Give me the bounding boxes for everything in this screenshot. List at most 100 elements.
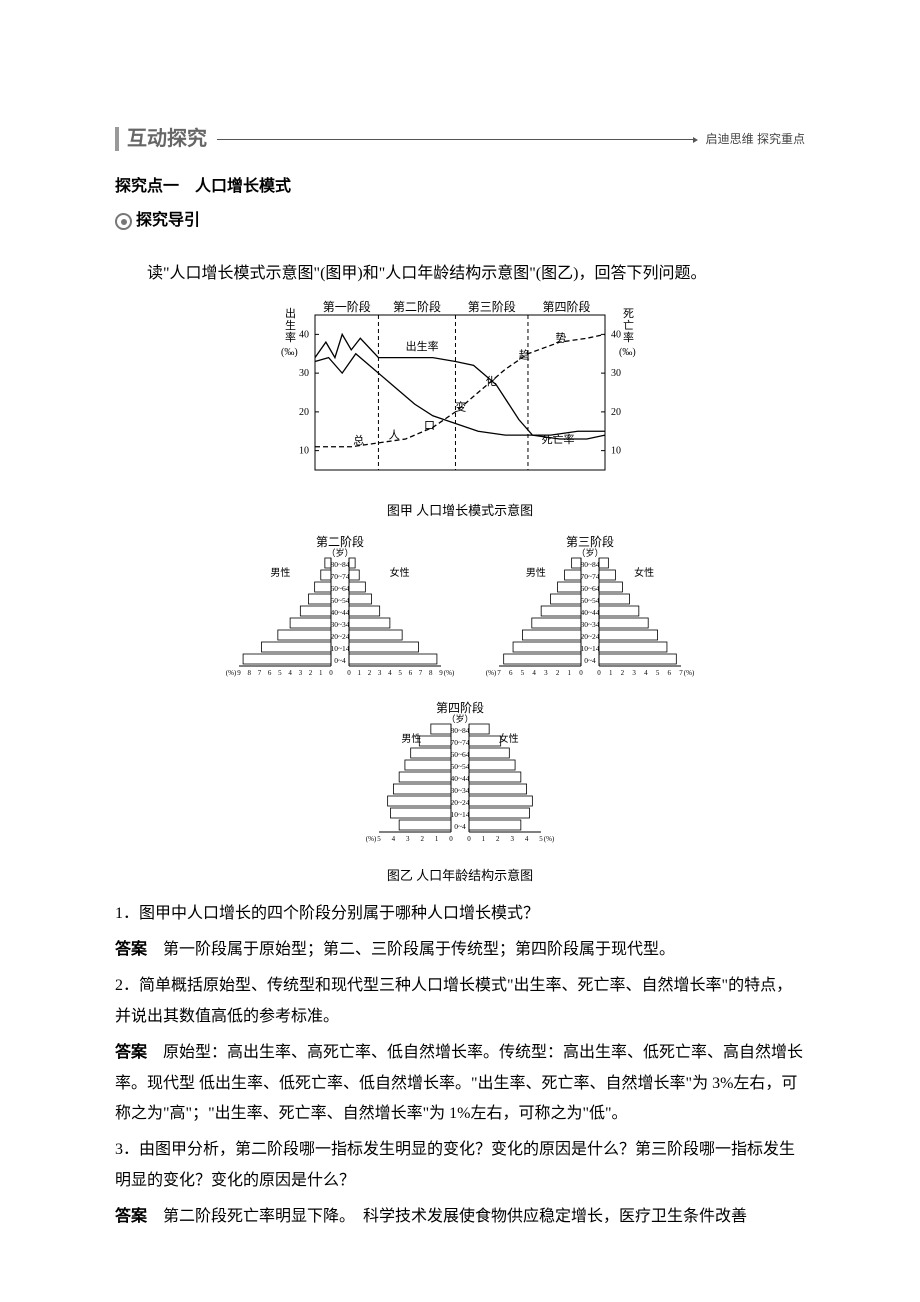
svg-text:20~24: 20~24 — [580, 632, 599, 641]
question: 2．简单概括原始型、传统型和现代型三种人口增长模式"出生率、死亡率、自然增长率"… — [115, 971, 805, 1032]
svg-text:2: 2 — [420, 835, 424, 843]
svg-text:（岁）: （岁） — [446, 713, 473, 724]
svg-text:第二阶段: 第二阶段 — [393, 299, 441, 314]
svg-text:30~34: 30~34 — [330, 620, 349, 629]
svg-text:0: 0 — [449, 835, 453, 843]
svg-text:2: 2 — [368, 669, 372, 677]
svg-text:0~4: 0~4 — [334, 656, 346, 665]
svg-text:生: 生 — [285, 318, 296, 332]
svg-text:总: 总 — [353, 433, 364, 447]
svg-text:2: 2 — [496, 835, 500, 843]
svg-text:80~84: 80~84 — [330, 560, 349, 569]
svg-text:60~64: 60~64 — [450, 750, 469, 759]
svg-text:2: 2 — [556, 669, 560, 677]
pyramid-stage3: 第三阶段（岁）80~8470~7460~6450~5440~4430~3420~… — [485, 534, 695, 694]
svg-text:4: 4 — [644, 669, 648, 677]
svg-text:6: 6 — [409, 669, 413, 677]
svg-text:10: 10 — [299, 446, 309, 457]
svg-text:7: 7 — [679, 669, 683, 677]
chart-jia-svg: 1010202030304040出生率(‰)死亡率(‰)第一阶段第二阶段第三阶段… — [260, 295, 660, 495]
svg-text:40~44: 40~44 — [580, 608, 599, 617]
svg-text:20~24: 20~24 — [450, 798, 469, 807]
answer-label: 答案 — [115, 941, 163, 958]
answer: 答案 原始型：高出生率、高死亡率、低自然增长率。传统型：高出生率、低死亡率、高自… — [115, 1038, 805, 1129]
svg-text:60~64: 60~64 — [330, 584, 349, 593]
svg-text:80~84: 80~84 — [450, 726, 469, 735]
svg-text:20~24: 20~24 — [330, 632, 349, 641]
svg-text:第四阶段: 第四阶段 — [542, 299, 590, 314]
svg-text:6: 6 — [268, 669, 272, 677]
svg-text:(%): (%) — [684, 669, 695, 677]
svg-text:10~14: 10~14 — [580, 644, 599, 653]
intro-text: 读"人口增长模式示意图"(图甲)和"人口年龄结构示意图"(图乙)，回答下列问题。 — [115, 259, 805, 289]
svg-text:第四阶段: 第四阶段 — [436, 700, 484, 715]
bullet-icon — [115, 213, 132, 230]
svg-text:第二阶段: 第二阶段 — [316, 534, 364, 549]
svg-text:男性: 男性 — [270, 566, 290, 579]
svg-text:10~14: 10~14 — [330, 644, 349, 653]
section-accent-bar — [115, 127, 119, 151]
svg-text:50~54: 50~54 — [580, 596, 599, 605]
section-tagline: 启迪思维 探究重点 — [706, 128, 805, 151]
svg-text:女性: 女性 — [390, 566, 410, 579]
svg-text:4: 4 — [392, 835, 396, 843]
lead-label: 探究导引 — [136, 206, 200, 236]
svg-text:30: 30 — [299, 368, 309, 379]
svg-text:5: 5 — [398, 669, 402, 677]
svg-text:9: 9 — [439, 669, 443, 677]
question: 3．由图甲分析，第二阶段哪一指标发生明显的变化？变化的原因是什么？第三阶段哪一指… — [115, 1135, 805, 1196]
svg-text:男性: 男性 — [401, 732, 421, 745]
svg-text:势: 势 — [555, 332, 566, 345]
svg-text:3: 3 — [406, 835, 410, 843]
svg-text:亡: 亡 — [623, 318, 634, 332]
svg-text:第一阶段: 第一阶段 — [323, 299, 371, 314]
svg-text:5: 5 — [278, 669, 282, 677]
svg-text:8: 8 — [429, 669, 433, 677]
svg-text:10: 10 — [611, 446, 621, 457]
svg-text:40: 40 — [299, 330, 309, 341]
section-header: 互动探究 启迪思维 探究重点 — [115, 120, 805, 158]
topic-lead: 探究导引 — [115, 206, 805, 236]
svg-text:0: 0 — [347, 669, 351, 677]
svg-text:出生率: 出生率 — [406, 339, 439, 353]
svg-text:7: 7 — [258, 669, 262, 677]
svg-text:30~34: 30~34 — [580, 620, 599, 629]
svg-text:30: 30 — [611, 368, 621, 379]
answer-text: 第一阶段属于原始型；第二、三阶段属于传统型；第四阶段属于现代型。 — [163, 941, 675, 958]
svg-text:(‰): (‰) — [281, 347, 298, 358]
question: 1．图甲中人口增长的四个阶段分别属于哪种人口增长模式？ — [115, 899, 805, 929]
svg-text:3: 3 — [544, 669, 548, 677]
figure-jia: 1010202030304040出生率(‰)死亡率(‰)第一阶段第二阶段第三阶段… — [115, 295, 805, 524]
svg-text:1: 1 — [609, 669, 613, 677]
svg-text:70~74: 70~74 — [450, 738, 469, 747]
caption-yi: 图乙 人口年龄结构示意图 — [387, 864, 533, 889]
svg-text:女性: 女性 — [634, 566, 654, 579]
svg-text:(‰): (‰) — [619, 347, 636, 358]
topic-point: 探究点一 人口增长模式 — [115, 172, 805, 202]
svg-text:率: 率 — [623, 330, 634, 344]
svg-text:1: 1 — [568, 669, 572, 677]
caption-jia: 图甲 人口增长模式示意图 — [387, 499, 533, 524]
svg-text:40: 40 — [611, 330, 621, 341]
svg-text:0~4: 0~4 — [454, 822, 466, 831]
svg-text:7: 7 — [497, 669, 501, 677]
svg-text:4: 4 — [288, 669, 292, 677]
svg-text:出: 出 — [285, 306, 296, 320]
qa-block: 1．图甲中人口增长的四个阶段分别属于哪种人口增长模式？ 答案 第一阶段属于原始型… — [115, 899, 805, 1233]
svg-text:3: 3 — [510, 835, 514, 843]
svg-text:口: 口 — [424, 420, 435, 432]
svg-text:5: 5 — [656, 669, 660, 677]
svg-text:(%): (%) — [444, 669, 455, 677]
section-title: 互动探究 — [127, 120, 207, 158]
svg-text:5: 5 — [521, 669, 525, 677]
svg-text:（岁）: （岁） — [576, 547, 603, 558]
svg-text:9: 9 — [237, 669, 241, 677]
svg-text:30~34: 30~34 — [450, 786, 469, 795]
svg-text:(%): (%) — [544, 835, 555, 843]
svg-text:0: 0 — [597, 669, 601, 677]
svg-text:化: 化 — [486, 374, 497, 388]
answer-label: 答案 — [115, 1208, 163, 1225]
svg-text:8: 8 — [247, 669, 251, 677]
answer: 答案 第一阶段属于原始型；第二、三阶段属于传统型；第四阶段属于现代型。 — [115, 935, 805, 965]
svg-text:1: 1 — [482, 835, 486, 843]
